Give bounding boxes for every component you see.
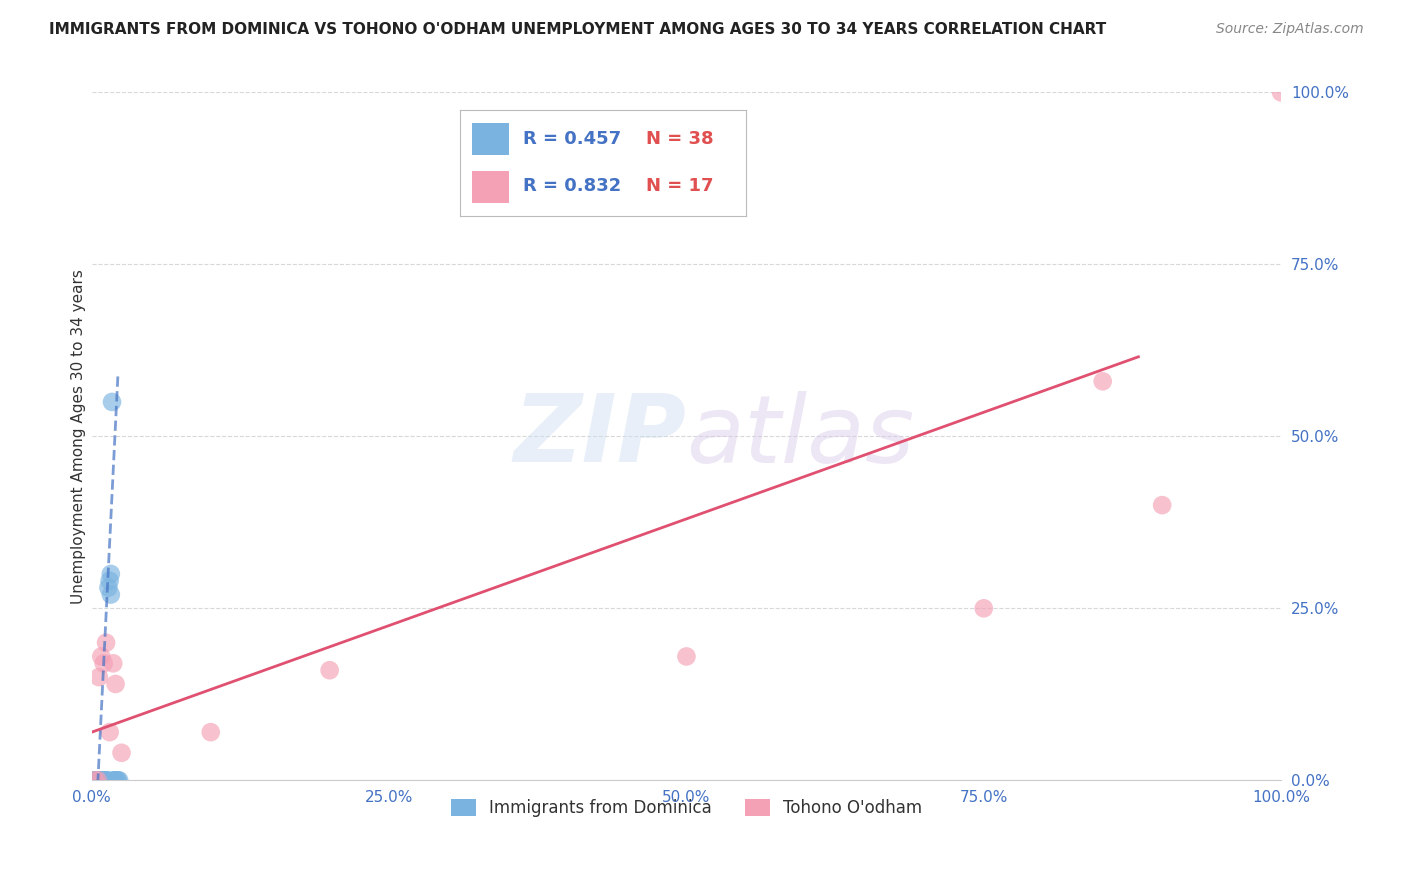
Point [90, 773, 112, 788]
Point [87, 773, 110, 788]
Point [318, 663, 340, 677]
Point [84, 773, 107, 788]
Point [103, 773, 125, 788]
Point [96, 773, 118, 788]
Point [87, 773, 110, 788]
Point [94, 773, 117, 788]
Point [94, 773, 117, 788]
Point [87, 773, 110, 788]
Point [98, 574, 121, 588]
Point [89, 773, 111, 788]
Point [1152, 498, 1174, 512]
Point [93, 657, 115, 671]
Y-axis label: Unemployment Among Ages 30 to 34 years: Unemployment Among Ages 30 to 34 years [72, 268, 86, 604]
Point [105, 773, 128, 788]
Point [87, 773, 110, 788]
Point [103, 657, 125, 671]
Point [90, 649, 112, 664]
Point [90, 773, 112, 788]
Point [973, 601, 995, 615]
Point [103, 773, 125, 788]
Point [87, 773, 110, 788]
Point [93, 773, 115, 788]
Text: IMMIGRANTS FROM DOMINICA VS TOHONO O'ODHAM UNEMPLOYMENT AMONG AGES 30 TO 34 YEAR: IMMIGRANTS FROM DOMINICA VS TOHONO O'ODH… [49, 22, 1107, 37]
Point [94, 773, 117, 788]
Point [87, 773, 110, 788]
Point [83, 773, 105, 788]
Point [86, 773, 108, 788]
Point [90, 773, 112, 788]
Point [108, 773, 131, 788]
Point [98, 725, 121, 739]
Point [87, 773, 110, 788]
Point [87, 773, 110, 788]
Point [101, 395, 124, 409]
Legend: Immigrants from Dominica, Tohono O'odham: Immigrants from Dominica, Tohono O'odham [444, 792, 929, 823]
Point [91, 773, 114, 788]
Point [104, 677, 127, 691]
Point [84, 773, 107, 788]
Text: ZIP: ZIP [513, 391, 686, 483]
Point [104, 773, 127, 788]
Point [107, 773, 129, 788]
Point [87, 670, 110, 684]
Point [200, 725, 222, 739]
Point [94, 636, 117, 650]
Point [110, 746, 132, 760]
Point [87, 773, 110, 788]
Point [100, 566, 122, 581]
Text: Source: ZipAtlas.com: Source: ZipAtlas.com [1216, 22, 1364, 37]
Text: atlas: atlas [686, 391, 915, 482]
Point [675, 649, 697, 664]
Point [86, 773, 108, 788]
Point [86, 773, 108, 788]
Point [1091, 374, 1114, 388]
Point [100, 588, 122, 602]
Point [93, 773, 115, 788]
Point [84, 773, 107, 788]
Point [89, 773, 111, 788]
Point [97, 581, 120, 595]
Point [1270, 86, 1292, 100]
Point [89, 773, 111, 788]
